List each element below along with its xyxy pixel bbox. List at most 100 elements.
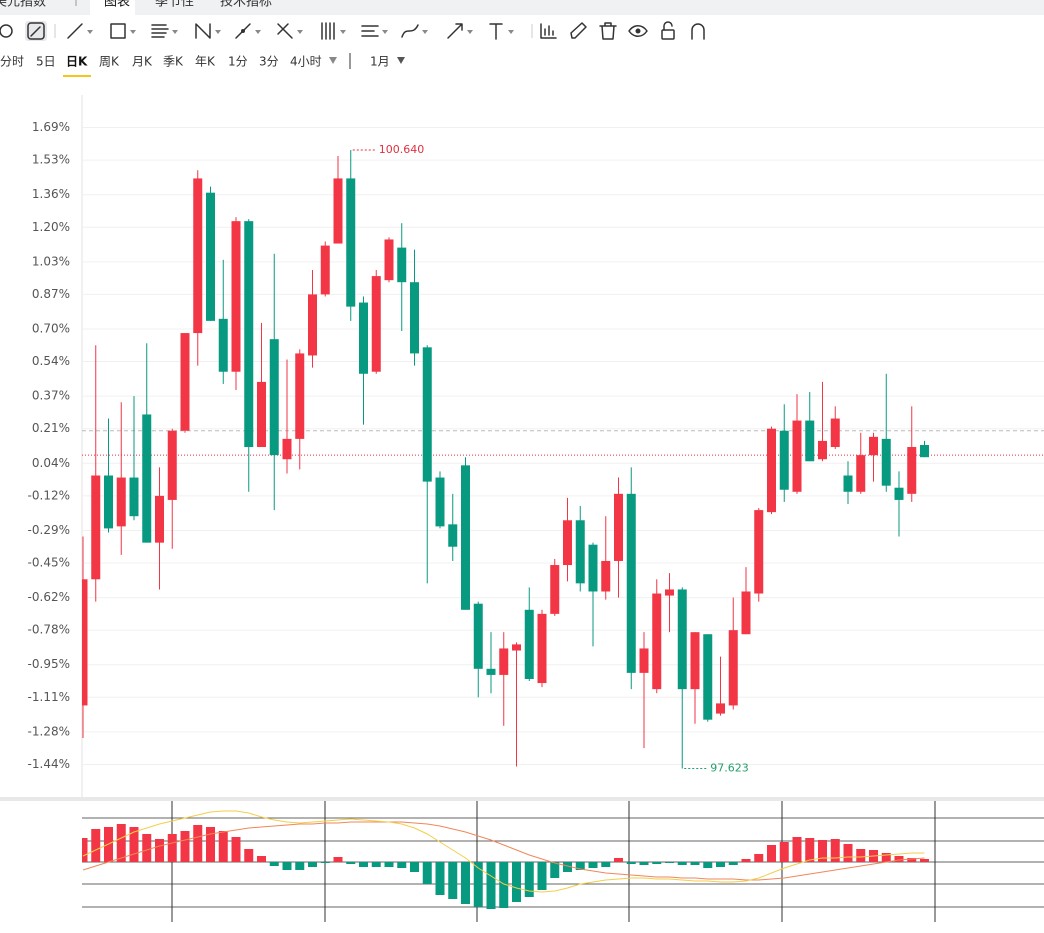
candle-body [283,439,292,459]
y-tick-label: 0.70% [32,322,70,336]
candle-body [91,476,100,580]
candle-body [742,591,751,634]
candle-body [793,421,802,492]
toolbar [0,21,704,41]
period[interactable]: 周K [99,55,120,69]
tool-stats[interactable] [541,24,556,38]
period-active[interactable]: 日K [66,55,88,69]
candle-body [397,248,406,283]
candle-body [385,239,394,280]
candle-body [346,178,355,306]
tool-ray[interactable] [236,24,261,38]
candle-body [512,644,521,650]
macd-bar [91,829,100,862]
tab-active[interactable]: 图表 [104,0,130,10]
tool-magnet-left[interactable] [0,25,12,37]
tool-delete[interactable] [600,23,616,39]
macd-bar [614,858,623,862]
tool-pattern[interactable] [196,24,221,38]
macd-bar [742,859,751,862]
period[interactable]: 年K [195,55,216,69]
period[interactable]: 分时 [0,55,24,69]
tool-edit[interactable] [571,23,586,38]
candle-body [308,294,317,355]
tool-magnet[interactable] [692,24,704,39]
tab[interactable]: 美元指数 [0,0,46,10]
candle-body [461,465,470,609]
macd-bar [474,862,483,907]
macd-bar [448,862,457,899]
candle-body [550,565,559,614]
candle-body [104,476,113,529]
macd-bar [206,827,215,862]
tool-line[interactable] [68,24,93,38]
macd-bar [295,862,304,870]
candle-body [117,478,126,527]
period[interactable]: 月K [132,55,153,69]
period[interactable]: 5日 [36,55,56,69]
candle-body [372,276,381,372]
tool-lock[interactable] [662,22,674,39]
candle-body [499,648,508,674]
tool-range[interactable] [362,26,388,36]
macd-pane [79,801,1044,922]
candle-body [895,488,904,500]
candle-body [130,478,139,517]
macd-bar [844,844,853,862]
y-tick-label: 0.54% [32,354,70,368]
candle-body [257,382,266,447]
macd-bar [257,856,266,862]
period[interactable]: 4小时 [290,55,322,69]
candle-body [525,610,534,679]
tool-arrow[interactable] [448,24,473,38]
candle-body [436,478,445,527]
grid: 1.69%1.53%1.36%1.20%1.03%0.87%0.70%0.54%… [28,120,1044,771]
y-tick-label: 1.69% [32,120,70,134]
period[interactable]: 季K [163,55,184,69]
macd-bar [780,842,789,862]
candle-body [448,524,457,546]
y-tick-label: 0.87% [32,287,70,301]
period[interactable]: 3分 [259,55,279,69]
candle-body [716,703,725,713]
tool-fib[interactable] [152,25,178,37]
period[interactable]: 1分 [228,55,248,69]
candle-body [882,439,891,486]
candle-body [831,419,840,447]
macd-bar [461,862,470,904]
candle-body [818,441,827,459]
candle-body [270,339,279,455]
tab[interactable]: 技术指标 [220,0,272,10]
y-tick-label: -0.29% [28,523,70,537]
period-dropdown[interactable] [329,57,337,64]
tool-bars[interactable] [322,23,346,39]
more-dropdown[interactable] [397,57,405,64]
macd-bar [270,862,279,866]
period-more[interactable]: 1月 [370,55,390,69]
macd-bar [652,862,661,864]
candle-body [576,520,585,583]
candle-body [474,604,483,669]
candle-body [334,178,343,243]
tab[interactable]: 季节性 [155,0,194,10]
macd-bar [423,862,432,884]
candle-body [844,476,853,492]
macd-bar [665,862,674,863]
tool-rect[interactable] [111,24,136,38]
candle-body [538,614,547,683]
tool-brush[interactable] [402,25,428,37]
tool-cross[interactable] [278,24,303,38]
tool-text[interactable] [490,24,514,39]
y-tick-label: -0.12% [28,488,70,502]
candle-body [155,496,164,543]
macd-bar [920,859,929,862]
tool-eye[interactable] [629,26,647,37]
plot [79,150,1044,769]
macd-bar [334,857,343,862]
candle-body [652,594,661,690]
candle-body [487,669,496,675]
candle-body [920,445,929,457]
y-tick-label: 1.36% [32,187,70,201]
